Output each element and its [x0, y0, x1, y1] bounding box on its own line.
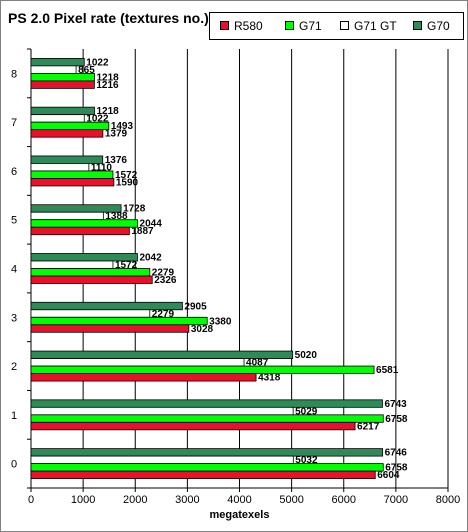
- x-axis-label: megatexels: [210, 509, 270, 521]
- data-label-r580-3: 3028: [191, 324, 214, 335]
- y-tick-label-4: 4: [11, 264, 17, 276]
- x-tick-label-5000: 5000: [279, 494, 303, 506]
- legend-label-g71-gt: G71 GT: [354, 19, 397, 33]
- data-label-g71-gt-8: 865: [78, 65, 95, 76]
- legend: R580 G71 G71 GT G70: [209, 12, 464, 40]
- bar-g70-8: [30, 57, 85, 67]
- legend-swatch-g71: [285, 21, 294, 30]
- x-tick-label-6000: 6000: [332, 494, 356, 506]
- data-label-g71-6: 1572: [115, 170, 138, 181]
- data-label-g71-gt-7: 1022: [86, 114, 109, 125]
- bar-g71-0: [30, 463, 384, 472]
- data-label-r580-6: 1590: [116, 177, 139, 188]
- y-tick-label-1: 1: [11, 410, 17, 422]
- data-label-g71-1: 6758: [385, 414, 408, 425]
- x-tick-label-7000: 7000: [384, 494, 408, 506]
- data-label-g71-gt-1: 5029: [295, 406, 318, 417]
- y-tick-label-5: 5: [11, 215, 17, 227]
- x-tick-label-4000: 4000: [227, 494, 251, 506]
- data-label-g71-gt-4: 1572: [115, 260, 138, 271]
- x-tick-label-3000: 3000: [175, 494, 199, 506]
- data-label-g70-4: 2042: [139, 253, 162, 264]
- x-tick-label-1000: 1000: [71, 494, 95, 506]
- bar-g71-5: [30, 219, 138, 228]
- y-tick-label-2: 2: [11, 361, 17, 373]
- data-label-g70-8: 1022: [86, 57, 109, 68]
- y-tick-label-3: 3: [11, 312, 17, 324]
- data-label-g71-4: 2279: [152, 268, 175, 279]
- bar-g71-8: [30, 72, 95, 82]
- data-label-g71-gt-0: 5032: [295, 455, 318, 466]
- bar-r580-6: [30, 178, 115, 187]
- bar-g71-6: [30, 170, 114, 179]
- chart-title: PS 2.0 Pixel rate (textures no.): [8, 10, 209, 26]
- bar-r580-7: [30, 129, 104, 138]
- bar-r580-2: [30, 373, 257, 382]
- bar-g71-gt-7: [30, 114, 85, 123]
- data-label-g71-gt-6: 1110: [91, 162, 113, 173]
- data-label-r580-1: 6217: [357, 421, 380, 432]
- bar-r580-0: [30, 470, 376, 480]
- x-tick-label-2000: 2000: [123, 494, 147, 506]
- data-label-r580-7: 1379: [105, 129, 128, 140]
- data-label-g71-8: 1218: [96, 72, 119, 83]
- bar-g71-1: [30, 414, 384, 423]
- bar-r580-8: [30, 80, 95, 89]
- data-label-g70-2: 5020: [295, 350, 318, 361]
- bar-g71-gt-2: [30, 358, 245, 367]
- data-label-g71-3: 3380: [209, 316, 232, 327]
- x-tick-label-8000: 8000: [436, 494, 460, 506]
- bar-g71-gt-5: [30, 211, 104, 221]
- data-label-g70-7: 1218: [96, 106, 119, 117]
- legend-label-g71: G71: [299, 19, 322, 33]
- bar-g71-gt-1: [30, 406, 294, 416]
- bar-g71-gt-8: [30, 65, 77, 74]
- data-label-g71-0: 6758: [385, 463, 408, 474]
- data-label-g70-1: 6743: [384, 399, 407, 410]
- data-label-g71-gt-2: 4087: [246, 358, 269, 369]
- legend-swatch-r580: [220, 21, 229, 30]
- x-tick-label-0: 0: [28, 494, 34, 506]
- legend-label-g70: G70: [427, 19, 450, 33]
- bar-g71-2: [30, 365, 375, 374]
- bar-r580-4: [30, 275, 153, 284]
- bar-g71-gt-6: [30, 163, 90, 172]
- data-label-g71-7: 1493: [111, 121, 134, 132]
- bar-g71-gt-3: [30, 309, 151, 318]
- y-tick-label-6: 6: [11, 166, 17, 178]
- bar-g71-gt-4: [30, 260, 114, 269]
- bar-g70-0: [30, 448, 384, 457]
- bar-r580-5: [30, 226, 130, 236]
- bar-g70-1: [30, 399, 383, 408]
- legend-label-r580: R580: [234, 19, 263, 33]
- data-label-g71-2: 6581: [376, 365, 399, 376]
- data-label-r580-0: 6604: [377, 470, 400, 481]
- bar-g71-4: [30, 268, 151, 277]
- data-label-g70-3: 2905: [184, 301, 207, 312]
- data-label-g71-5: 2044: [140, 219, 163, 230]
- y-tick-label-7: 7: [11, 117, 17, 129]
- data-label-g70-5: 1728: [123, 204, 146, 215]
- bar-g71-gt-0: [30, 455, 294, 465]
- legend-swatch-g71-gt: [340, 21, 349, 30]
- data-label-r580-8: 1216: [96, 80, 119, 91]
- bar-g71-7: [30, 121, 110, 131]
- data-label-r580-5: 1887: [131, 226, 154, 237]
- data-label-g71-gt-5: 1388: [105, 211, 128, 222]
- y-tick-label-0: 0: [11, 459, 17, 471]
- data-label-r580-2: 4318: [258, 373, 281, 384]
- y-tick-label-8: 8: [11, 68, 17, 80]
- bar-r580-3: [30, 324, 190, 333]
- bar-r580-1: [30, 421, 356, 431]
- data-label-g70-6: 1376: [105, 155, 128, 166]
- data-label-g71-gt-3: 2279: [152, 309, 175, 320]
- legend-swatch-g70: [413, 21, 422, 30]
- bar-g70-7: [30, 106, 95, 116]
- bar-g71-3: [30, 316, 208, 326]
- data-label-r580-4: 2326: [154, 275, 177, 286]
- data-label-g70-0: 6746: [385, 448, 408, 459]
